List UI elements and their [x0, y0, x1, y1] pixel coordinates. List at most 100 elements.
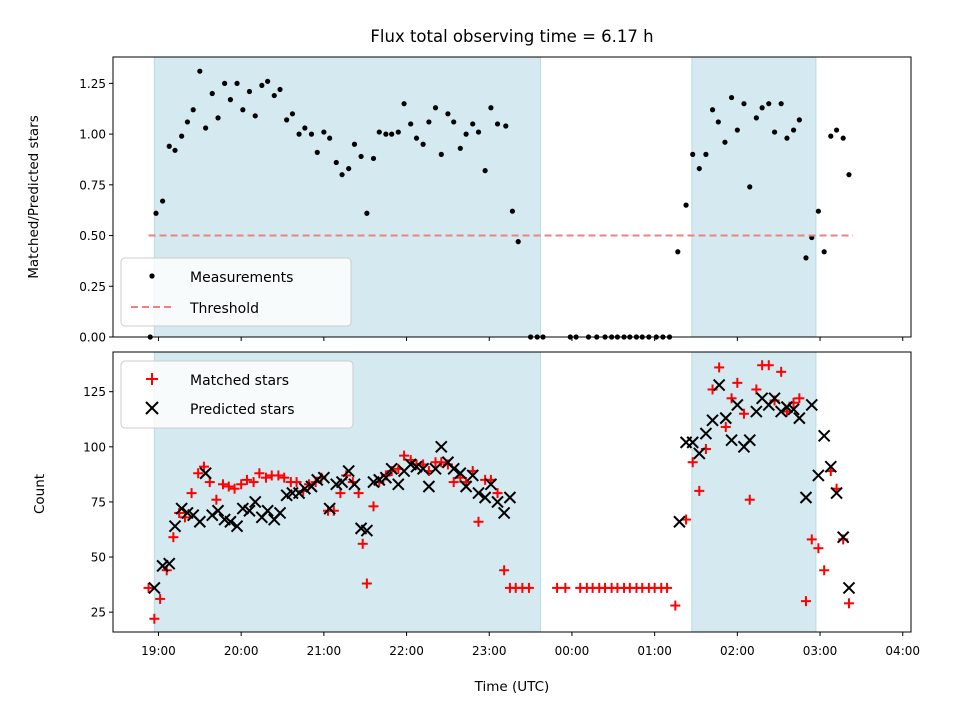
x-tick-label: 19:00	[141, 644, 176, 658]
measurement-point	[395, 129, 401, 135]
matched-stars-point	[291, 477, 302, 488]
predicted-stars-point	[454, 467, 467, 480]
predicted-stars-point	[750, 405, 763, 418]
y-tick-label: 75	[91, 495, 106, 509]
measurement-point	[703, 151, 709, 157]
ratio-panel: 0.00 0.25 0.50 0.75 1.00 1.25 Matched/Predict…	[26, 56, 912, 345]
measurement-point	[265, 78, 271, 84]
matched-stars-point	[560, 582, 571, 593]
y-tick-label: 1.00	[79, 128, 106, 142]
predicted-stars-point	[686, 436, 699, 449]
predicted-stars-point	[491, 495, 504, 509]
matched-stars-point	[436, 457, 447, 468]
predicted-stars-point	[249, 495, 262, 509]
measurement-point	[420, 141, 426, 147]
measurement-point	[252, 113, 258, 119]
y-tick-label: 125	[83, 385, 106, 399]
predicted-stars-point	[360, 524, 374, 537]
matched-stars-point	[186, 488, 197, 499]
matched-stars-point	[732, 377, 743, 388]
matched-stars-point	[193, 468, 204, 479]
measurement-point	[364, 210, 370, 216]
measurement-point	[488, 105, 494, 111]
series-predicted-stars	[148, 378, 856, 595]
measurement-point	[696, 165, 702, 172]
predicted-stars-point	[148, 581, 161, 595]
measurement-point	[828, 133, 834, 139]
predicted-stars-point	[435, 440, 448, 454]
predicted-stars-point	[373, 473, 386, 487]
measurement-point	[153, 210, 159, 216]
predicted-stars-point	[503, 491, 517, 504]
predicted-stars-point	[410, 460, 423, 473]
measurement-point	[753, 115, 759, 121]
matched-stars-point	[198, 461, 209, 472]
measurement-point	[383, 131, 389, 137]
predicted-stars-point	[163, 557, 176, 570]
matched-stars-point	[694, 485, 705, 496]
matched-stars-point	[763, 360, 774, 371]
measurement-point	[314, 149, 320, 155]
measurement-point	[734, 127, 740, 133]
matched-stars-point	[143, 582, 154, 593]
measurement-point	[766, 101, 772, 107]
matched-stars-point	[662, 582, 673, 593]
predicted-stars-point	[447, 462, 460, 476]
measurement-point	[438, 151, 444, 157]
legend-plus-marker	[146, 373, 158, 385]
matched-stars-point	[687, 457, 698, 468]
matched-stars-point	[217, 479, 228, 490]
measurement-point	[259, 82, 265, 89]
legend-threshold-label: Threshold	[189, 301, 259, 317]
predicted-stars-point	[416, 462, 430, 476]
measurement-point	[821, 249, 827, 255]
matched-stars-point	[523, 582, 534, 593]
measurement-point	[445, 111, 451, 117]
matched-stars-point	[168, 532, 179, 543]
matched-stars-point	[751, 384, 762, 395]
measurement-point	[790, 127, 797, 133]
y-tick-label: 100	[83, 440, 106, 454]
measurement-point	[515, 239, 521, 245]
matched-stars-point	[776, 366, 787, 377]
y-tick-label: 0.00	[79, 331, 106, 345]
predicted-stars-point	[224, 515, 237, 528]
measurement-point	[840, 135, 846, 141]
predicted-stars-point	[199, 467, 212, 480]
predicted-stars-point	[317, 471, 331, 484]
measurement-point	[302, 125, 308, 131]
count-y-axis-label: Count	[32, 474, 48, 514]
matched-stars-point	[726, 393, 737, 404]
matched-stars-point	[223, 481, 234, 492]
measurement-point	[327, 135, 333, 141]
predicted-stars-point	[273, 506, 287, 520]
predicted-stars-point	[478, 491, 492, 504]
measurement-point	[190, 107, 196, 113]
predicted-stars-point	[693, 447, 706, 460]
measurement-point	[503, 123, 509, 129]
measurement-point	[227, 97, 234, 103]
predicted-stars-point	[793, 411, 806, 425]
matched-stars-point	[155, 593, 166, 604]
predicted-stars-point	[392, 478, 405, 491]
predicted-stars-point	[787, 403, 800, 416]
y-tick-label: 0.25	[79, 280, 106, 294]
predicted-stars-point	[725, 433, 738, 447]
measurement-point	[690, 151, 696, 157]
measurement-point	[389, 131, 395, 137]
measurement-point	[308, 131, 315, 137]
y-tick-label: 0.50	[79, 229, 106, 243]
matched-stars-point	[229, 483, 240, 494]
count-panel-frame	[112, 351, 912, 633]
measurement-point	[408, 121, 414, 127]
predicted-stars-point	[298, 482, 312, 495]
predicted-stars-point	[156, 559, 169, 573]
count-legend: Matched stars Predicted stars	[120, 360, 354, 429]
predicted-stars-point	[230, 519, 244, 533]
matched-stars-point	[236, 479, 247, 490]
measurement-point	[815, 208, 821, 214]
x-tick-label: 00:00	[555, 644, 590, 658]
x-tick-label: 03:00	[803, 644, 838, 658]
count-panel: 25 50 75 100 125 19:00 20:00 21:00 22:00 23:00 00…	[32, 351, 920, 695]
